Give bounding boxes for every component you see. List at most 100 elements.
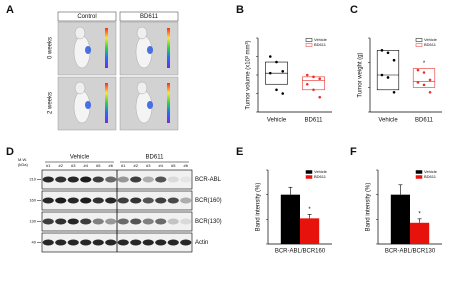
legend-label: BD611 [424, 174, 437, 179]
annotation: * [423, 61, 426, 67]
band [155, 218, 167, 225]
color-scale [167, 28, 170, 68]
band [80, 239, 92, 246]
band [105, 239, 117, 246]
mw-marker: 160 [29, 198, 36, 203]
box [302, 76, 325, 91]
column-header-box [57, 11, 117, 22]
point [416, 68, 420, 72]
band [105, 218, 117, 225]
bar [300, 218, 320, 244]
band [117, 176, 129, 183]
band [142, 239, 154, 246]
lane-label: #3 [146, 163, 151, 168]
signal-spot [147, 101, 153, 109]
band [167, 197, 179, 204]
x-tick-label: BCR-ABL/BCR160 [275, 249, 326, 255]
row-label: 2 weeks [48, 92, 54, 114]
column-header-box [119, 11, 179, 22]
panel-label: C [350, 4, 358, 16]
lane-label: #2 [134, 163, 139, 168]
band [167, 176, 179, 183]
panel-label: F [350, 146, 357, 158]
band [130, 197, 142, 204]
band [92, 218, 104, 225]
legend-swatch [305, 175, 313, 179]
point [380, 73, 384, 77]
x-tick-label: BD611 [305, 118, 324, 124]
band [42, 239, 54, 246]
legend-label: Vehicle [424, 169, 438, 174]
point [416, 81, 420, 84]
y-axis-label: Tumor weight (g) [358, 52, 364, 97]
color-scale [105, 83, 108, 123]
panel-label: A [6, 4, 14, 16]
band [130, 176, 142, 183]
legend-swatch [415, 43, 423, 47]
point [318, 77, 322, 80]
band [142, 176, 154, 183]
point [422, 83, 426, 87]
mouse-head [136, 81, 148, 95]
mw-label: (kDa) [18, 162, 28, 167]
band [180, 197, 192, 204]
band [92, 197, 104, 204]
color-scale [167, 83, 170, 123]
column-header: Control [77, 14, 96, 20]
legend-label: BD611 [314, 42, 327, 47]
band [42, 197, 54, 204]
band [180, 239, 192, 246]
point [275, 60, 278, 64]
point [268, 55, 272, 58]
lane-label: #5 [171, 163, 176, 168]
band [167, 239, 179, 246]
legend-swatch [415, 38, 423, 42]
x-tick-label: Vehicle [378, 118, 398, 124]
lane-label: #3 [71, 163, 76, 168]
point [428, 90, 432, 94]
legend-label: BD611 [424, 42, 437, 47]
point [318, 95, 322, 99]
band [55, 197, 67, 204]
point [305, 73, 309, 77]
band [42, 218, 54, 225]
annotation: * [308, 207, 311, 213]
legend-label: Vehicle [424, 37, 438, 42]
point [422, 71, 426, 74]
point [386, 51, 390, 55]
y-axis-label: Tumor volume (x10³ mm³) [246, 40, 252, 109]
band [55, 176, 67, 183]
box [376, 50, 400, 91]
legend-label: BD611 [314, 174, 327, 179]
panel-label: B [236, 4, 244, 16]
point [281, 92, 285, 95]
band [180, 176, 192, 183]
band [142, 218, 154, 225]
mouse-head [74, 81, 86, 95]
lane-label: #5 [96, 163, 101, 168]
band [67, 197, 79, 204]
lane-label: #1 [121, 163, 126, 168]
bar [280, 194, 300, 244]
band [105, 197, 117, 204]
band [130, 239, 142, 246]
band-label: BCR-ABL [195, 177, 222, 183]
legend-swatch [305, 170, 313, 174]
lane-label: #6 [184, 163, 189, 168]
band [167, 218, 179, 225]
lane-label: #4 [159, 163, 164, 168]
mw-label: M.W. [18, 157, 27, 162]
band [142, 197, 154, 204]
point [392, 90, 396, 94]
mouse-head [136, 26, 148, 40]
lane-label: #4 [84, 163, 89, 168]
band-label: Actin [195, 240, 208, 246]
lane-label: #6 [109, 163, 114, 168]
band [80, 197, 92, 204]
band [92, 176, 104, 183]
signal-spot [85, 101, 91, 109]
band [42, 176, 54, 183]
bar [390, 194, 410, 244]
legend-label: Vehicle [314, 169, 328, 174]
mw-marker: 40 [32, 240, 37, 245]
